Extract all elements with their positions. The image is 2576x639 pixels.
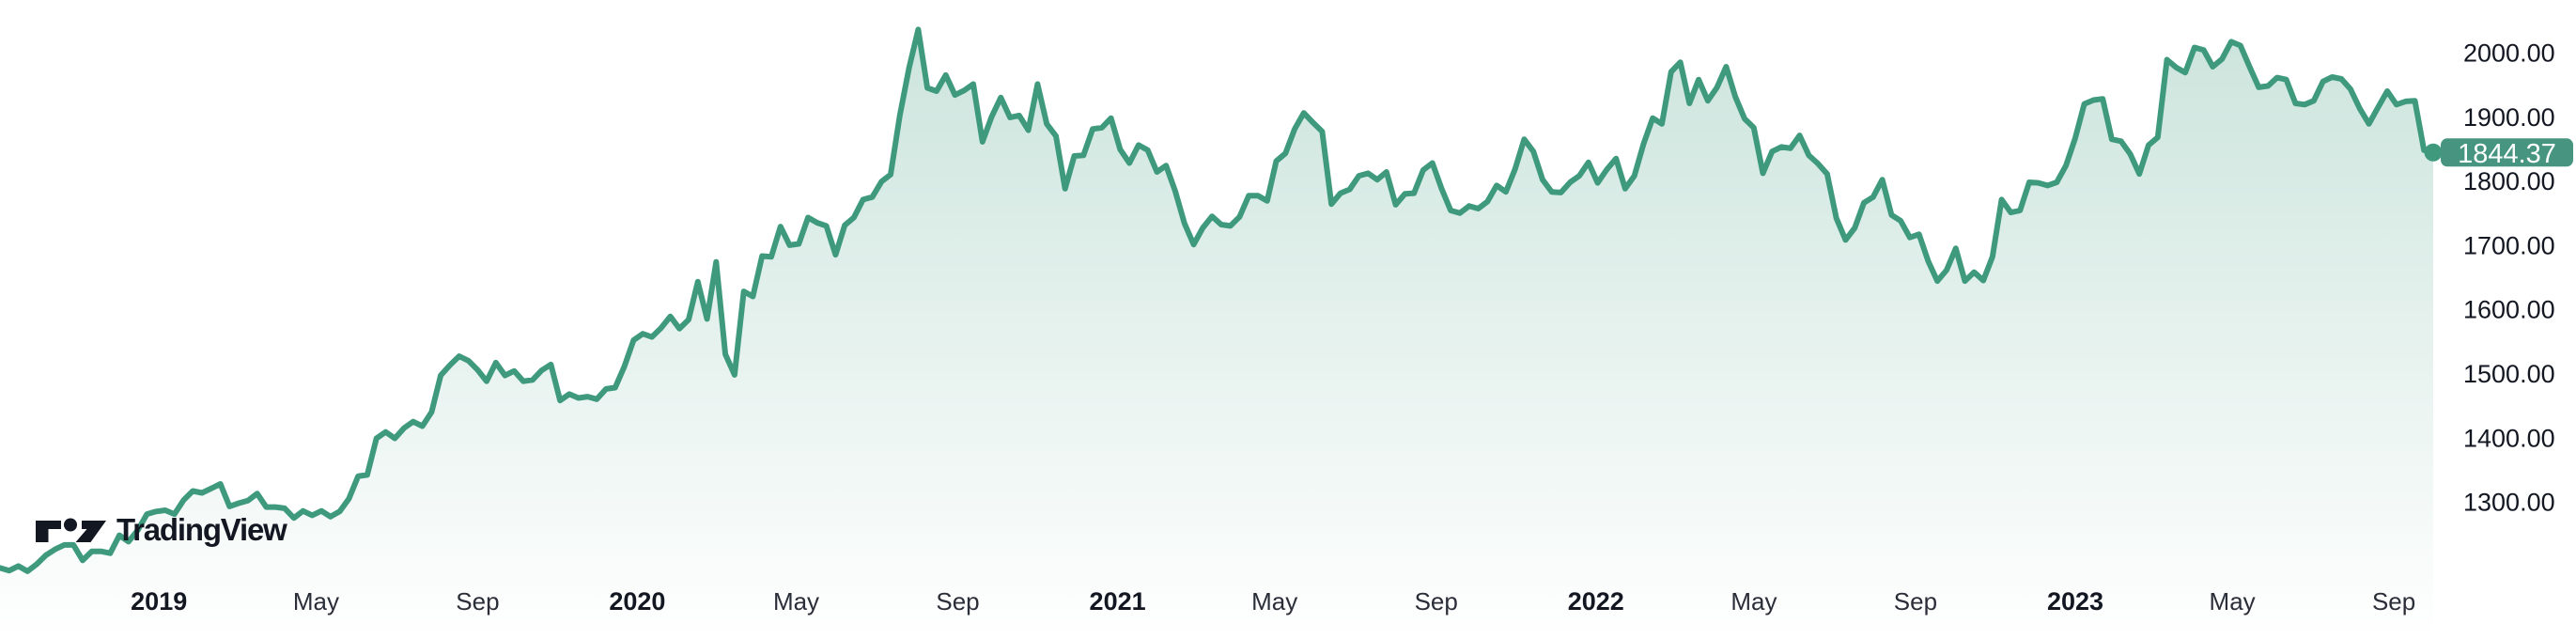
last-price-badge: 1844.37 [2441,138,2573,169]
time-scale-label: Sep [1415,587,1458,616]
time-scale-label: May [773,587,819,616]
price-scale-label: 1900.00 [2463,103,2555,132]
tradingview-logo[interactable]: TradingView [36,512,287,547]
time-scale-label: Sep [936,587,979,616]
logo-mark-v [75,521,106,542]
time-scale-label: 2021 [1090,587,1146,616]
price-scale-label: 1600.00 [2463,296,2555,324]
price-scale-label: 1300.00 [2463,489,2555,517]
time-scale-label: 2020 [609,587,665,616]
price-line [0,26,2436,574]
time-scale-label: Sep [1894,587,1937,616]
logo-mark-t [36,521,61,542]
last-price-marker [2424,143,2443,162]
time-scale-label: 2023 [2047,587,2103,616]
tradingview-logo-text: TradingView [116,512,287,547]
last-price-label: 1844.37 [2458,139,2556,169]
logo-mark-dot [64,518,77,532]
time-scale-label: Sep [2372,587,2415,616]
time-scale-label: 2019 [131,587,187,616]
price-scale-label: 1700.00 [2463,231,2555,259]
price-scale-label: 1800.00 [2463,167,2555,195]
time-scale-label: Sep [456,587,499,616]
time-scale-label: May [2210,587,2256,616]
time-scale-label: May [1730,587,1777,616]
price-scale-label: 1400.00 [2463,424,2555,452]
price-scale-label: 2000.00 [2463,39,2555,68]
price-scale-label: 1500.00 [2463,360,2555,388]
price-scale[interactable]: 2000.00 1900.00 1800.00 1700.00 1600.00 1500.… [2463,39,2555,517]
area-fill [0,29,2433,639]
tradingview-logo-icon [36,518,106,542]
time-scale-label: 2022 [1568,587,1624,616]
plot-area [0,26,2443,639]
last-price-badge-bg [2441,138,2573,167]
time-scale-label: May [1251,587,1297,616]
time-scale-label: May [293,587,339,616]
time-scale[interactable]: 2019 May Sep 2020 May Sep 2021 May Sep 2022 May Sep… [131,587,2415,616]
